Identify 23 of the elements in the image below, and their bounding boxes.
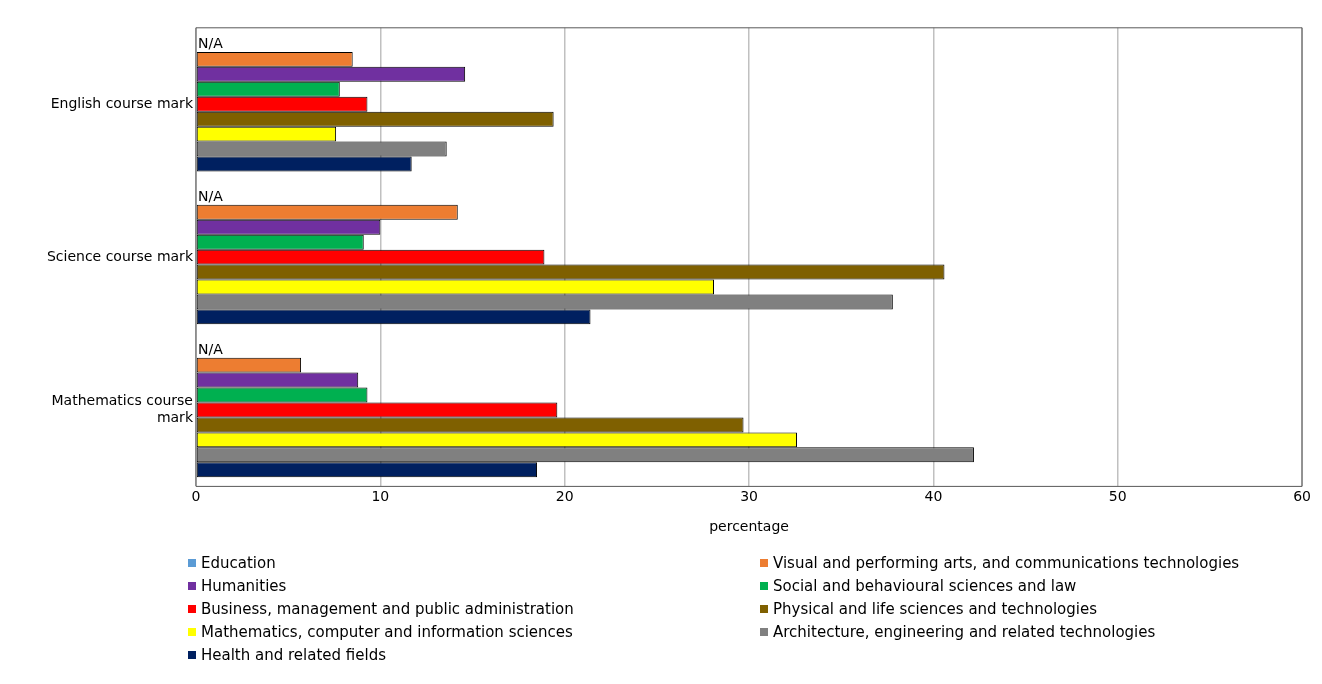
y-tick-label: English course mark (50, 94, 194, 111)
text: N/A (198, 340, 223, 357)
x-tick-label: 10 (371, 488, 390, 505)
x-tick-label: 30 (740, 488, 758, 505)
legend-label: Humanities (201, 577, 287, 595)
legend-label: Mathematics, computer and information sciences (201, 623, 573, 641)
legend-label: Architecture, engineering and related technologies (773, 623, 1156, 641)
legend-label: Business, management and public administration (201, 600, 574, 618)
x-axis-title: percentage (709, 518, 789, 535)
x-tick-label: 40 (924, 488, 943, 505)
y-tick-label: Mathematics course mark (51, 392, 194, 426)
text: N/A (198, 187, 223, 204)
x-tick-label: 20 (555, 488, 574, 505)
legend-label: Health and related fields (201, 646, 387, 664)
legend-label: Education (201, 554, 276, 572)
x-tick-label: 60 (1293, 488, 1312, 505)
x-tick-label: 50 (1108, 488, 1127, 505)
legend-label: Social and behavioural sciences and law (773, 577, 1077, 595)
legend-label: Visual and performing arts, and communications technologies (773, 554, 1240, 572)
y-tick-label: Science course mark (46, 247, 194, 264)
text: N/A (198, 35, 223, 52)
x-tick-label: 0 (191, 488, 201, 505)
legend-label: Physical and life sciences and technologies (773, 600, 1098, 618)
